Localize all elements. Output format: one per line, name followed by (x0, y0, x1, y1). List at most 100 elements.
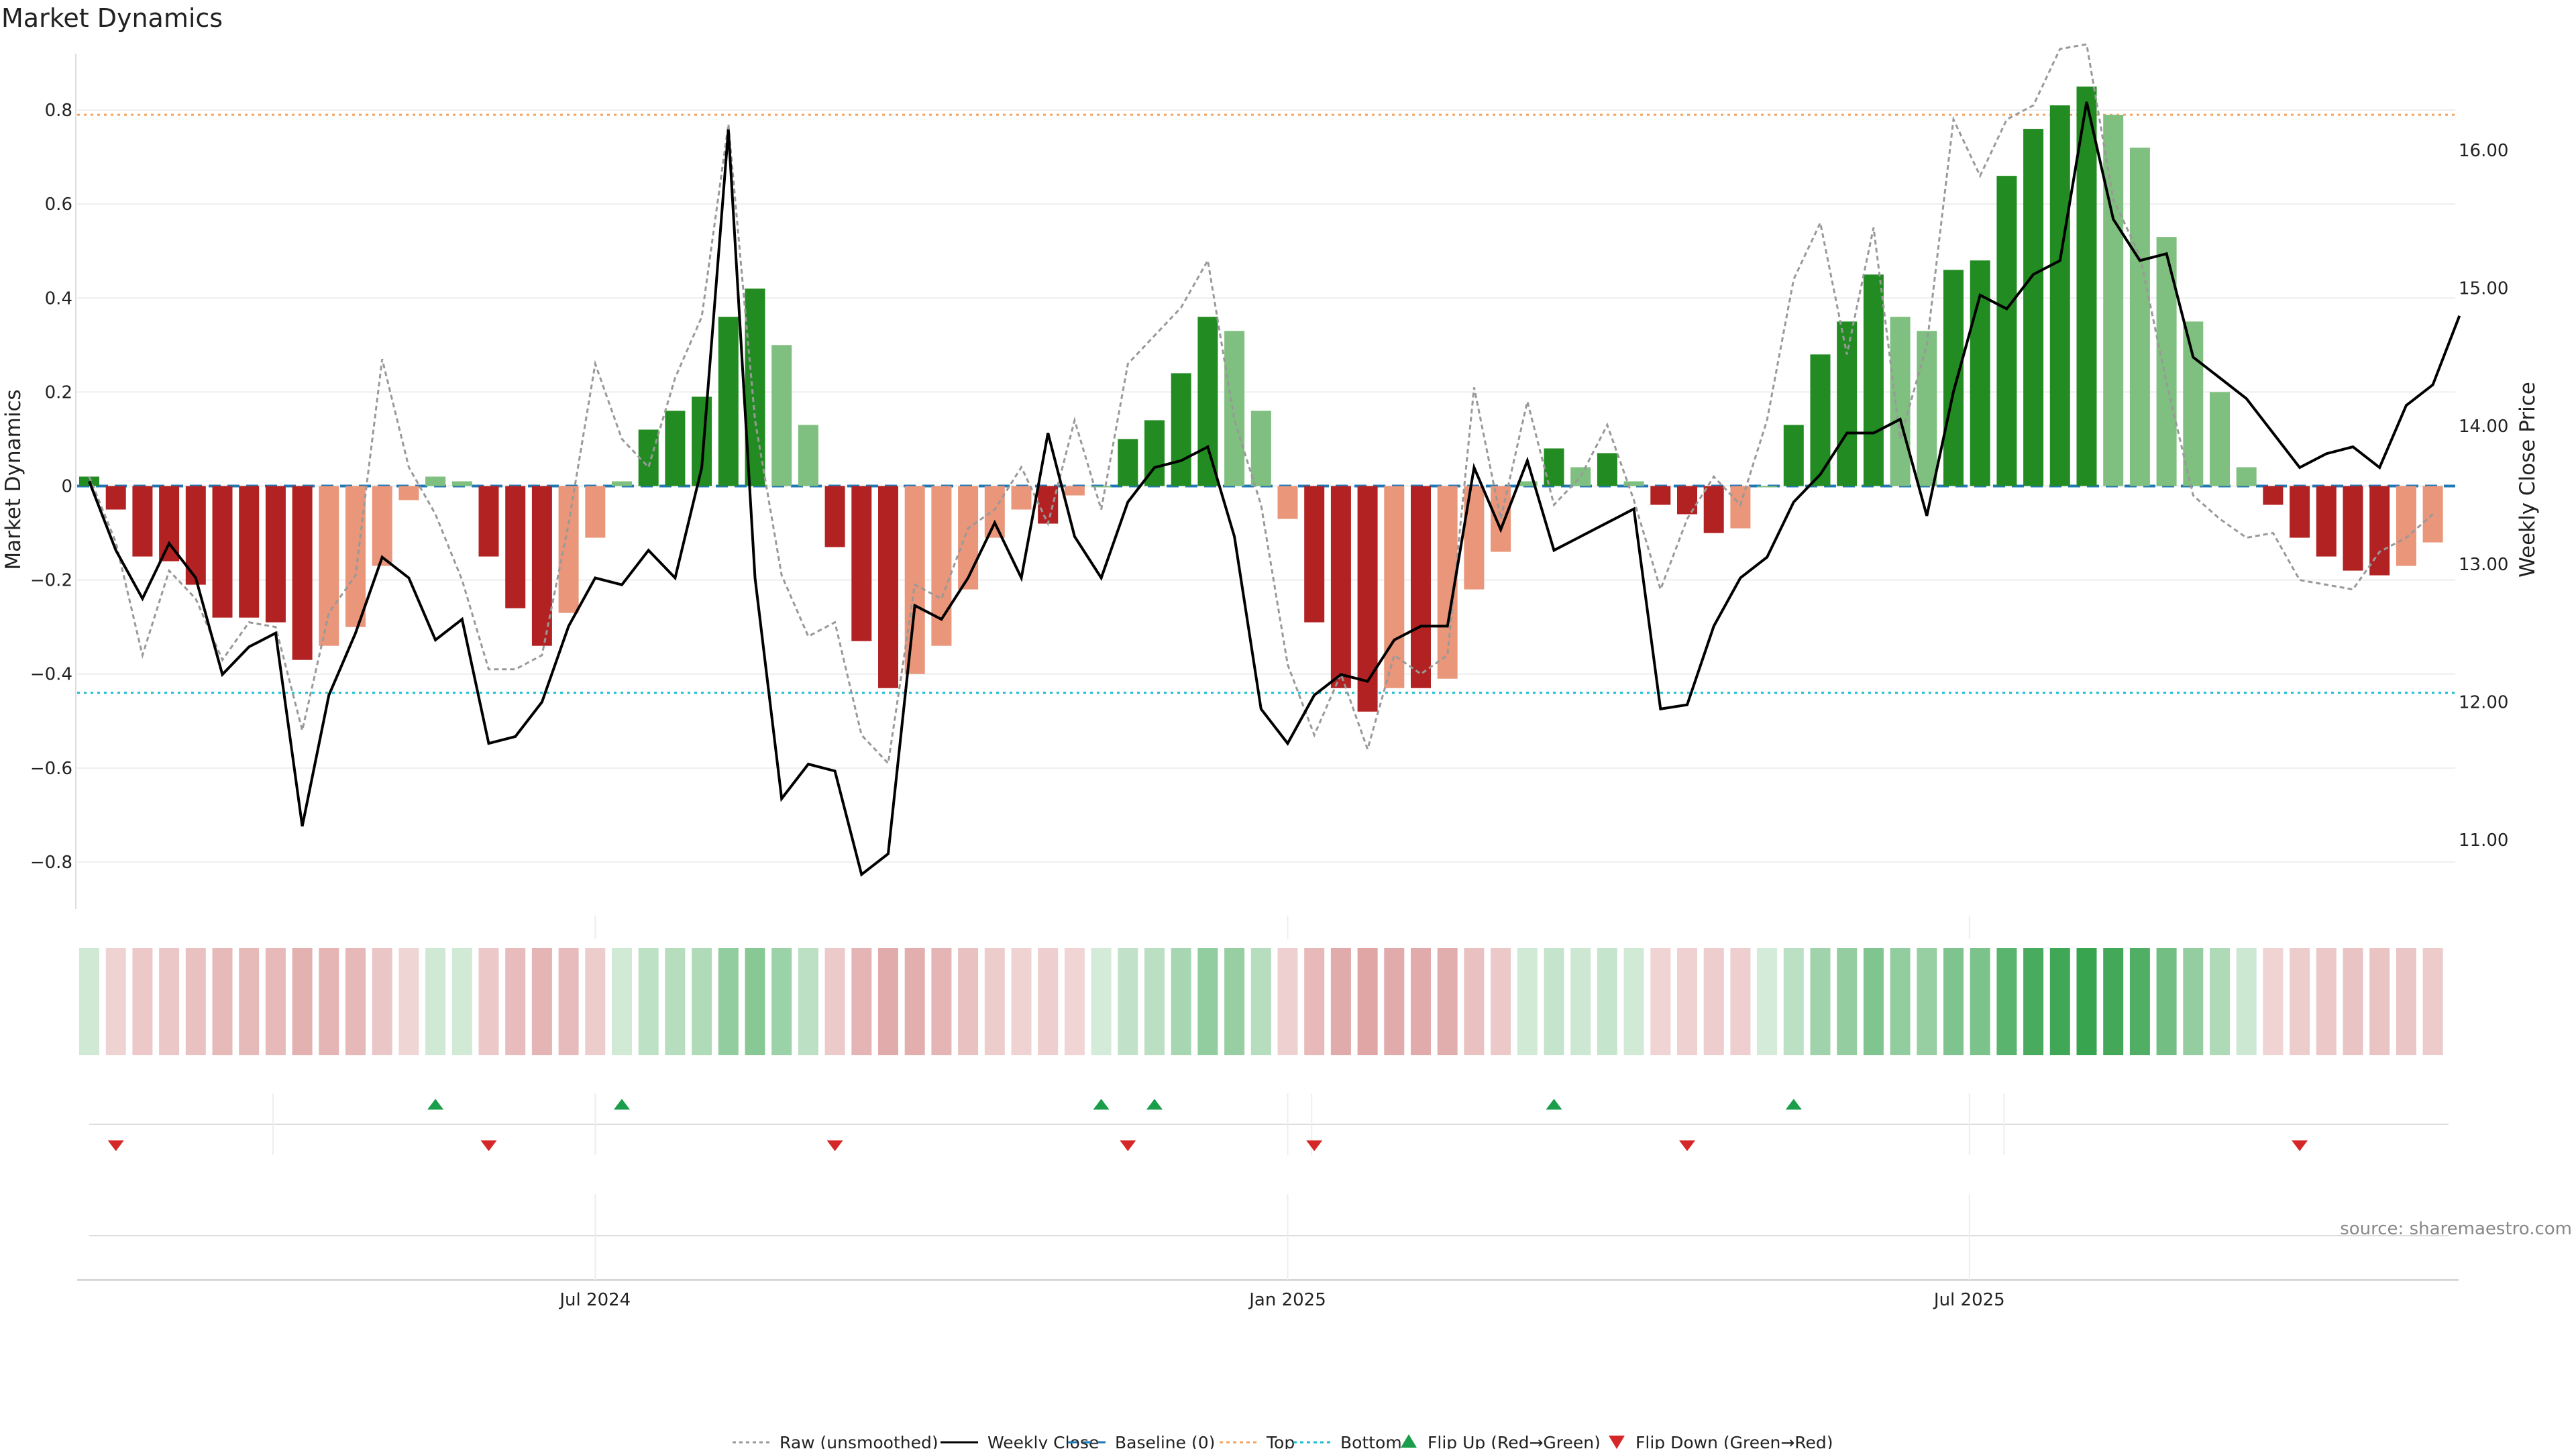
bar (1011, 486, 1032, 510)
left-tick-label: 0.2 (45, 382, 72, 402)
bar (345, 486, 366, 627)
bar (1570, 467, 1591, 486)
heat-cell (2263, 948, 2284, 1055)
heat-cell (1677, 948, 1697, 1055)
bar (1304, 486, 1325, 623)
bar (478, 486, 499, 557)
heat-cell (771, 948, 792, 1055)
bar (1810, 354, 1831, 486)
flip-down-marker (1306, 1140, 1323, 1151)
bar (1357, 486, 1378, 712)
heat-cell (132, 948, 153, 1055)
bar (798, 425, 818, 486)
heat-cell (585, 948, 606, 1055)
heat-cell (2236, 948, 2257, 1055)
heat-cell (2049, 948, 2070, 1055)
left-tick-label: −0.2 (30, 571, 72, 591)
level-lines (77, 113, 2455, 694)
legend-item: Baseline (0) (1068, 1433, 1215, 1449)
heat-cell (2103, 948, 2124, 1055)
heat-cell (398, 948, 419, 1055)
heat-cell (1411, 948, 1431, 1055)
left-tick-label: 0 (61, 477, 72, 497)
bar (2183, 321, 2204, 486)
legend-label: Raw (unsmoothed) (780, 1433, 938, 1449)
legend-item: Flip Up (Red→Green) (1401, 1433, 1601, 1449)
left-tick-label: 0.4 (45, 288, 72, 309)
heat-cell (1277, 948, 1298, 1055)
heat-cell (665, 948, 686, 1055)
heat-cell (1837, 948, 1858, 1055)
heat-cell (1917, 948, 1937, 1055)
legend-label: Flip Up (Red→Green) (1428, 1433, 1601, 1449)
heat-cell (1171, 948, 1191, 1055)
bar (2369, 486, 2390, 576)
heat-cell (612, 948, 632, 1055)
heat-cell (638, 948, 659, 1055)
flip-up-marker (1146, 1099, 1163, 1110)
flip-up-marker (1546, 1099, 1562, 1110)
heat-cell (1890, 948, 1911, 1055)
bar (2396, 486, 2416, 566)
heat-cell (1437, 948, 1458, 1055)
bar (1703, 486, 1724, 533)
right-axis-label: Weekly Close Price (2516, 382, 2540, 578)
heat-cell (159, 948, 180, 1055)
bar (105, 486, 126, 510)
bar (1677, 486, 1697, 515)
right-tick-label: 14.00 (2459, 417, 2508, 437)
heat-cell (2156, 948, 2177, 1055)
heat-strip (79, 948, 2443, 1055)
heat-cell (2023, 948, 2044, 1055)
bar (612, 481, 632, 486)
heat-cell (1650, 948, 1671, 1055)
legend-swatch (1401, 1434, 1417, 1448)
bar (958, 486, 979, 590)
heat-cell (2210, 948, 2230, 1055)
heat-cell (1250, 948, 1271, 1055)
bar (2076, 87, 2097, 486)
bar (2156, 237, 2177, 486)
bar (931, 486, 952, 646)
right-tick-label: 12.00 (2459, 693, 2508, 713)
heat-cell (1357, 948, 1378, 1055)
heat-cell (372, 948, 392, 1055)
heat-cell (1970, 948, 1990, 1055)
heat-cell (2183, 948, 2204, 1055)
heat-cell (1544, 948, 1564, 1055)
bar (2103, 115, 2124, 486)
chart-title: Market Dynamics (1, 3, 223, 33)
heat-cell (2369, 948, 2390, 1055)
left-tick-label: 0.8 (45, 101, 72, 121)
heat-cell (1623, 948, 1644, 1055)
heat-cell (425, 948, 446, 1055)
legend-label: Bottom (1340, 1433, 1402, 1449)
heat-cell (798, 948, 818, 1055)
bar (292, 486, 313, 660)
heat-cell (1730, 948, 1751, 1055)
right-tick-label: 11.00 (2459, 830, 2508, 851)
bar (1996, 176, 2017, 486)
heat-cell (904, 948, 925, 1055)
flip-down-marker (2292, 1140, 2308, 1151)
heat-cell (505, 948, 526, 1055)
raw-line (88, 43, 2434, 766)
heat-cell (2129, 948, 2150, 1055)
bar (2316, 486, 2337, 557)
left-tick-label: 0.6 (45, 195, 72, 215)
heat-cell (2422, 948, 2443, 1055)
heat-cell (1783, 948, 1804, 1055)
flip-down-marker (826, 1140, 843, 1151)
legend-swatch (1609, 1436, 1625, 1449)
heat-cell (718, 948, 739, 1055)
flip-down-marker (107, 1140, 124, 1151)
heat-cell (1144, 948, 1165, 1055)
heat-cell (1384, 948, 1405, 1055)
heat-cell (2316, 948, 2337, 1055)
bar (1384, 486, 1405, 688)
heat-cell (2343, 948, 2363, 1055)
x-axis: Jul 2024 Jan 2025 Jul 2025 (558, 916, 2005, 1310)
x-tick-label: Jan 2025 (1248, 1290, 1326, 1310)
bar (372, 486, 392, 566)
heat-cell (931, 948, 952, 1055)
